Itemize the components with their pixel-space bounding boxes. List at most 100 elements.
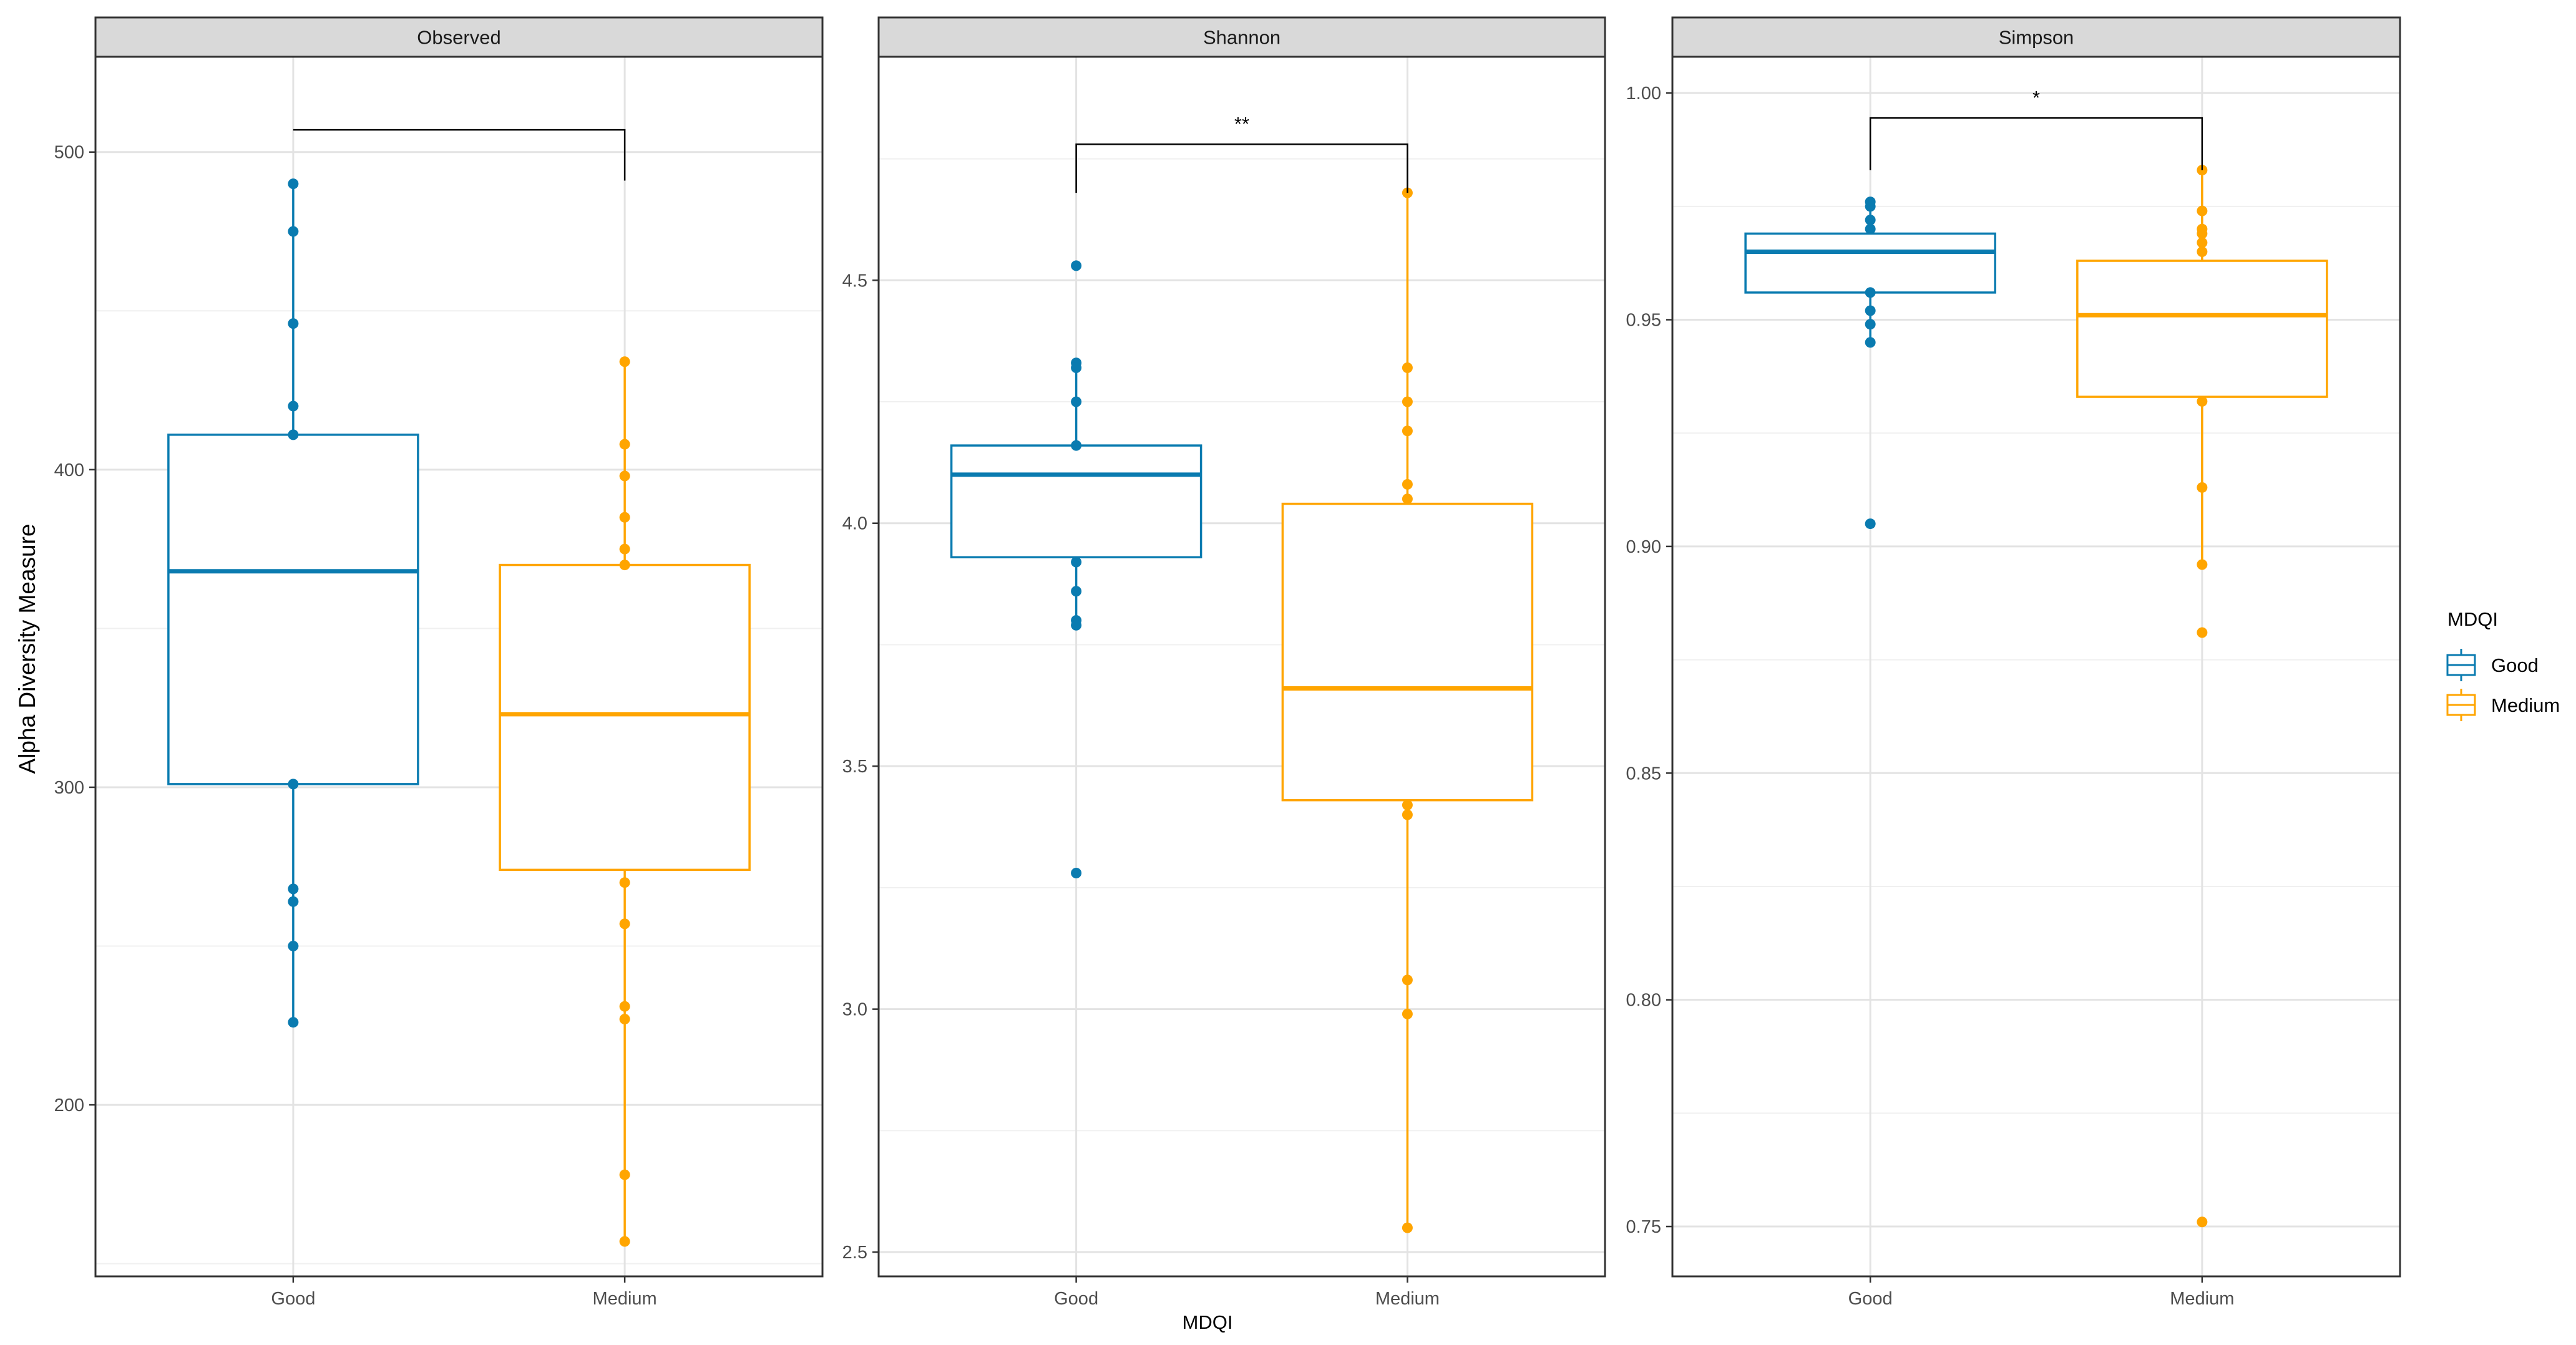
- box-good: [167, 178, 419, 1028]
- data-point: [619, 356, 630, 367]
- data-point: [1071, 586, 1082, 597]
- data-point: [288, 1017, 299, 1028]
- data-point: [2197, 228, 2208, 239]
- data-point: [288, 883, 299, 895]
- data-point: [1071, 260, 1082, 271]
- y-tick-label: 500: [54, 143, 84, 163]
- y-tick-label: 0.95: [1626, 311, 1661, 331]
- x-tick-label-good: Good: [271, 1289, 315, 1309]
- data-point: [288, 318, 299, 329]
- data-point: [1402, 809, 1413, 820]
- strip-background: [877, 16, 1606, 58]
- data-point: [1071, 440, 1082, 451]
- data-point: [1402, 974, 1413, 986]
- y-tick-label: 0.80: [1626, 991, 1661, 1011]
- data-point: [1402, 396, 1413, 407]
- box-good: [950, 260, 1203, 879]
- box-iqr: [1281, 502, 1534, 802]
- y-tick-label: 1.00: [1626, 84, 1661, 104]
- x-tick-label-medium: Medium: [1375, 1289, 1440, 1309]
- data-point: [2197, 482, 2208, 493]
- data-point: [1071, 556, 1082, 568]
- data-point: [1865, 223, 1876, 235]
- y-tick-label: 0.90: [1626, 537, 1661, 557]
- data-point: [1865, 319, 1876, 330]
- data-point: [2197, 205, 2208, 216]
- data-point: [1071, 362, 1082, 373]
- strip-label: Observed: [417, 27, 500, 49]
- data-point: [1402, 478, 1413, 490]
- box-iqr: [167, 434, 419, 785]
- x-tick-label-medium: Medium: [2170, 1289, 2234, 1309]
- data-point: [619, 512, 630, 523]
- data-point: [1402, 799, 1413, 810]
- data-point: [1402, 362, 1413, 373]
- data-point: [619, 918, 630, 930]
- box-medium: [2076, 165, 2328, 1228]
- data-point: [1402, 1222, 1413, 1233]
- data-point: [288, 896, 299, 907]
- data-point: [619, 1169, 630, 1180]
- data-point: [1865, 215, 1876, 226]
- y-tick-label: 0.85: [1626, 764, 1661, 784]
- data-point: [1071, 396, 1082, 407]
- data-point: [288, 401, 299, 412]
- strip-background: [94, 16, 824, 58]
- y-tick-label: 200: [54, 1095, 84, 1115]
- data-point: [288, 178, 299, 190]
- legend-title: MDQI: [2447, 608, 2498, 630]
- y-tick-label: 3.5: [842, 757, 867, 777]
- box-good: [1744, 197, 1996, 530]
- data-point: [619, 877, 630, 888]
- legend: MDQI Good Medium: [2446, 608, 2560, 721]
- data-point: [288, 226, 299, 237]
- y-tick-label: 2.5: [842, 1243, 867, 1263]
- data-point: [288, 779, 299, 790]
- data-point: [1071, 868, 1082, 879]
- data-point: [619, 560, 630, 571]
- data-point: [1071, 619, 1082, 631]
- data-point: [619, 1014, 630, 1025]
- data-point: [619, 1001, 630, 1012]
- x-tick-label-medium: Medium: [593, 1289, 657, 1309]
- box-iqr: [2076, 260, 2328, 398]
- significance-label: **: [1234, 113, 1249, 135]
- x-tick-label-good: Good: [1848, 1289, 1893, 1309]
- data-point: [2197, 627, 2208, 638]
- data-point: [2197, 246, 2208, 258]
- data-point: [1402, 493, 1413, 505]
- panel-shannon: 2.5 3.0 3.5 4.0 4.5 Good Medium ** Shannon: [842, 16, 1606, 1309]
- y-tick-label: 4.5: [842, 271, 867, 291]
- legend-label-medium: Medium: [2491, 694, 2560, 716]
- data-point: [2197, 559, 2208, 570]
- y-tick-label: 4.0: [842, 514, 867, 534]
- box-iqr: [1744, 232, 1996, 294]
- data-point: [1865, 337, 1876, 348]
- significance-bracket: [1869, 117, 2203, 170]
- box-iqr: [499, 563, 751, 872]
- significance-label: *: [2032, 87, 2040, 109]
- y-tick-label: 300: [54, 778, 84, 798]
- y-tick-label: 400: [54, 460, 84, 480]
- facet-panels: 200 300 400 500 Good Medium Observed 2.5 3.0 3.5 4…: [54, 16, 2401, 1309]
- y-axis-title: Alpha Diversity Measure: [14, 524, 40, 774]
- data-point: [619, 543, 630, 555]
- legend-item-good: Good: [2446, 649, 2539, 681]
- x-axis-title: MDQI: [1183, 1311, 1233, 1333]
- data-point: [1865, 287, 1876, 298]
- legend-label-good: Good: [2491, 654, 2539, 676]
- data-point: [1865, 305, 1876, 316]
- significance-bracket: [1075, 143, 1408, 193]
- legend-item-medium: Medium: [2446, 689, 2560, 721]
- data-point: [2197, 237, 2208, 248]
- strip-label: Shannon: [1203, 27, 1281, 49]
- data-point: [1865, 518, 1876, 530]
- data-point: [288, 941, 299, 952]
- data-point: [1402, 1008, 1413, 1019]
- data-point: [1865, 201, 1876, 212]
- data-point: [619, 1236, 630, 1247]
- box-medium: [499, 356, 751, 1247]
- x-tick-label-good: Good: [1054, 1289, 1098, 1309]
- data-point: [619, 470, 630, 482]
